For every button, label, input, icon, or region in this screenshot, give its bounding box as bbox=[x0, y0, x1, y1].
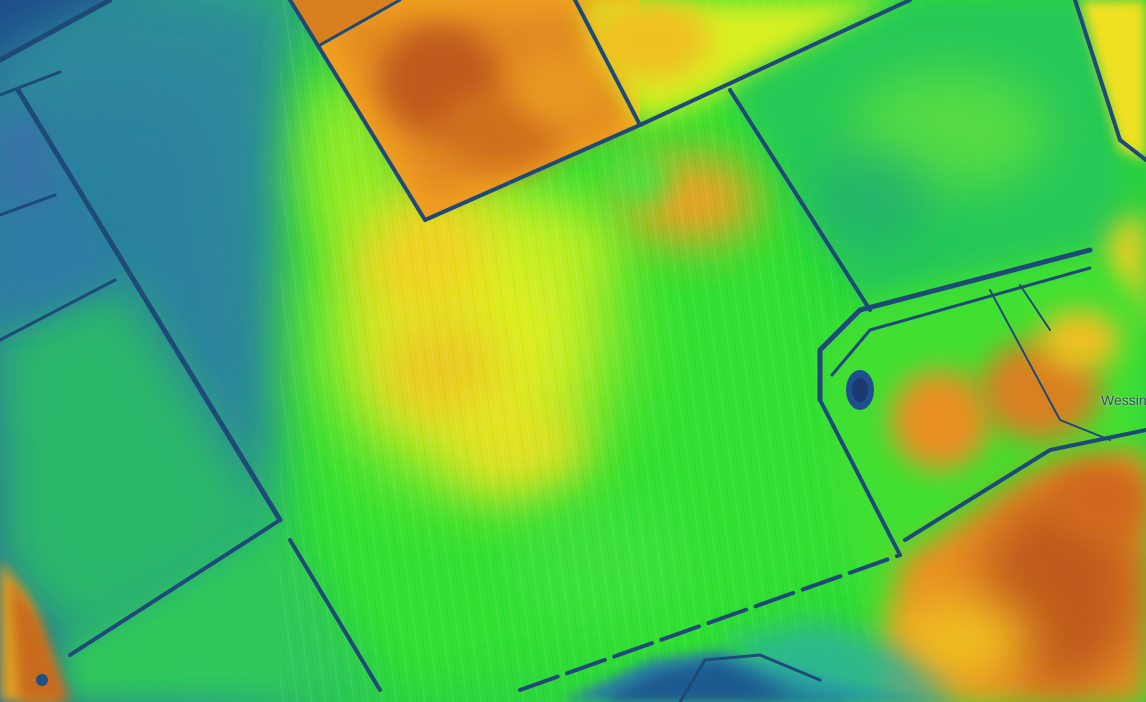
field-north-high bbox=[290, 0, 900, 220]
place-label: Wessin bbox=[1101, 392, 1146, 408]
water-channel-south bbox=[560, 620, 960, 702]
area-village-east bbox=[820, 250, 1146, 702]
